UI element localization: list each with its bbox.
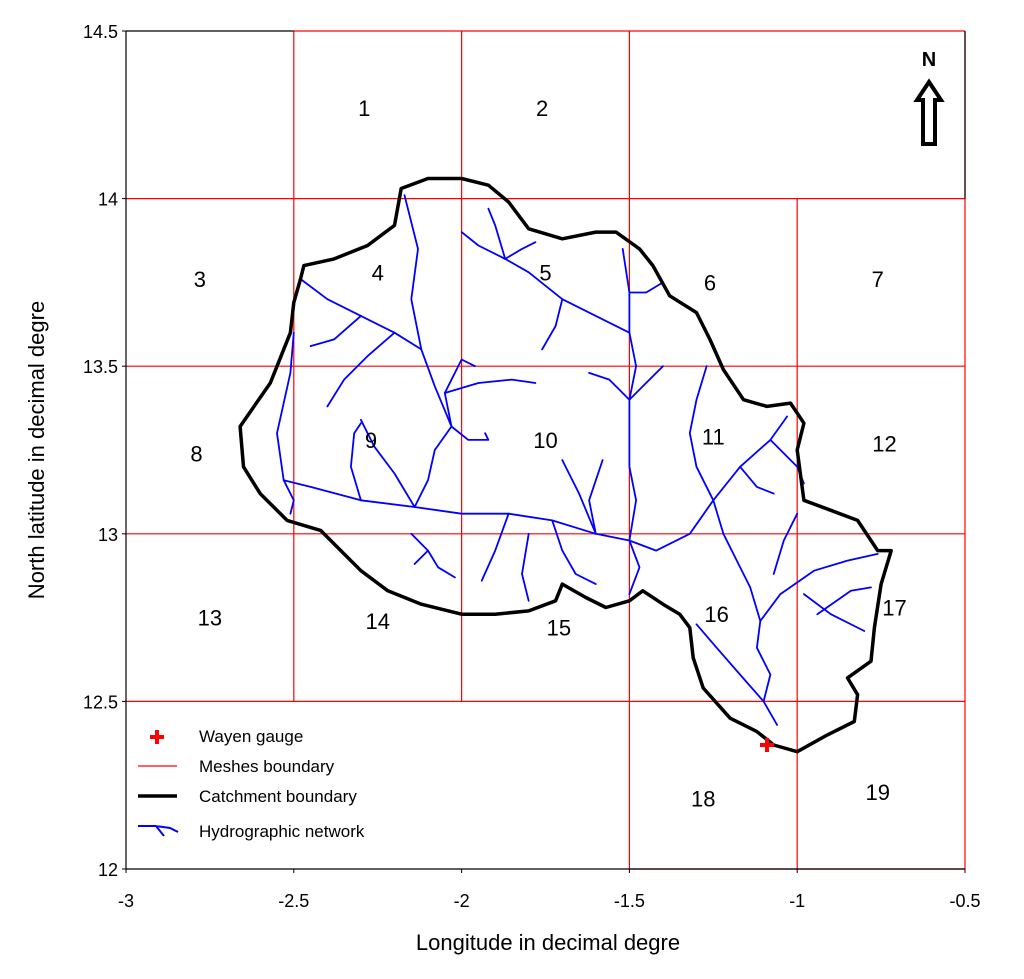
mesh-label-5: 5 (539, 260, 551, 285)
mesh-label-18: 18 (691, 787, 715, 812)
river-segment (282, 479, 295, 515)
river-segment (480, 512, 510, 582)
legend-label-hydro: Hydrographic network (199, 822, 365, 841)
river-segment (588, 371, 631, 401)
river-segment (487, 207, 507, 260)
mesh-label-10: 10 (533, 428, 557, 453)
x-tick-label: -0.5 (949, 891, 980, 911)
river-segment (628, 539, 641, 595)
river-segment (628, 281, 664, 294)
mesh-label-12: 12 (872, 431, 896, 456)
y-tick-label: 13.5 (83, 357, 118, 377)
legend-item-meshes: Meshes boundary (138, 757, 335, 776)
mesh-label-17: 17 (882, 596, 906, 621)
river-segment (561, 459, 597, 535)
hydrographic-network (276, 194, 879, 726)
river-segment (403, 194, 453, 428)
mesh-label-8: 8 (190, 441, 202, 466)
river-segment (413, 358, 476, 508)
river-segment (450, 425, 490, 441)
river-segment (276, 331, 295, 482)
gauge-cross-icon (150, 730, 164, 744)
y-tick-label: 14.5 (83, 22, 118, 42)
river-segment (551, 519, 597, 585)
river-segment (504, 241, 537, 260)
mesh-label-16: 16 (704, 602, 728, 627)
river-segment (359, 418, 416, 508)
mesh-label-7: 7 (872, 267, 884, 292)
mesh-label-13: 13 (198, 606, 222, 631)
legend-label-gauge: Wayen gauge (199, 727, 303, 746)
y-axis-title: North latitude in decimal degre (24, 301, 49, 599)
y-tick-label: 14 (98, 190, 118, 210)
north-arrow: N (913, 49, 945, 146)
mesh-label-2: 2 (536, 96, 548, 121)
mesh-label-14: 14 (365, 609, 389, 634)
legend-item-hydro: Hydrographic network (138, 822, 365, 841)
x-tick-label: -1 (789, 891, 805, 911)
x-axis-title: Longitude in decimal degre (416, 930, 680, 955)
river-segment (588, 459, 604, 535)
river-segment (739, 465, 775, 495)
gauge-layer (759, 737, 774, 752)
river-segment (541, 298, 564, 351)
river-segment (410, 532, 429, 565)
mesh-label-1: 1 (358, 96, 370, 121)
x-tick-label: -2.5 (278, 891, 309, 911)
river-segment (427, 549, 456, 579)
river-segment (349, 422, 362, 502)
legend-label-catchment: Catchment boundary (199, 787, 357, 806)
river-segment (772, 512, 799, 575)
river-segment (816, 586, 872, 616)
river-segment (688, 365, 715, 502)
legend-label-meshes: Meshes boundary (199, 757, 335, 776)
river-segment (309, 314, 362, 348)
mesh-label-6: 6 (704, 270, 716, 295)
river-segment (756, 553, 879, 726)
river-icon (138, 825, 179, 837)
mesh-label-3: 3 (194, 267, 206, 292)
river-segment (443, 378, 537, 394)
river-segment (282, 479, 715, 552)
legend-item-gauge: Wayen gauge (150, 727, 303, 746)
x-tick-label: -1.5 (614, 891, 645, 911)
mesh-label-19: 19 (866, 780, 890, 805)
river-segment (326, 331, 396, 408)
river-segment (628, 365, 664, 401)
mesh-label-4: 4 (372, 260, 384, 285)
legend: Wayen gauge Meshes boundary Catchment bo… (138, 727, 365, 841)
y-tick-label: 13 (98, 525, 118, 545)
mesh-label-9: 9 (365, 428, 377, 453)
river-segment (460, 231, 507, 260)
river-segment (299, 278, 423, 351)
river-segment (803, 593, 866, 632)
x-tick-label: -2 (454, 891, 470, 911)
river-segment (504, 257, 631, 334)
legend-item-catchment: Catchment boundary (138, 787, 357, 806)
y-tick-label: 12 (98, 860, 118, 880)
north-arrow-label: N (922, 49, 936, 71)
mesh-label-15: 15 (547, 616, 571, 641)
north-arrow-icon (913, 78, 945, 146)
mesh-label-11: 11 (702, 425, 725, 450)
river-segment (695, 623, 765, 703)
x-tick-label: -3 (118, 891, 134, 911)
river-segment (712, 415, 788, 622)
wayen-gauge-marker (759, 737, 774, 752)
river-segment (521, 532, 530, 602)
y-tick-label: 12.5 (83, 692, 118, 712)
